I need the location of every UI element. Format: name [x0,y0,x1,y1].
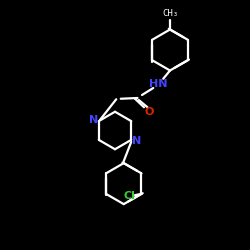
Text: Cl: Cl [124,191,136,201]
Text: HN: HN [150,79,168,89]
Text: N: N [89,115,98,125]
Text: O: O [145,107,154,117]
Text: CH₃: CH₃ [162,9,178,18]
Text: N: N [132,136,141,146]
